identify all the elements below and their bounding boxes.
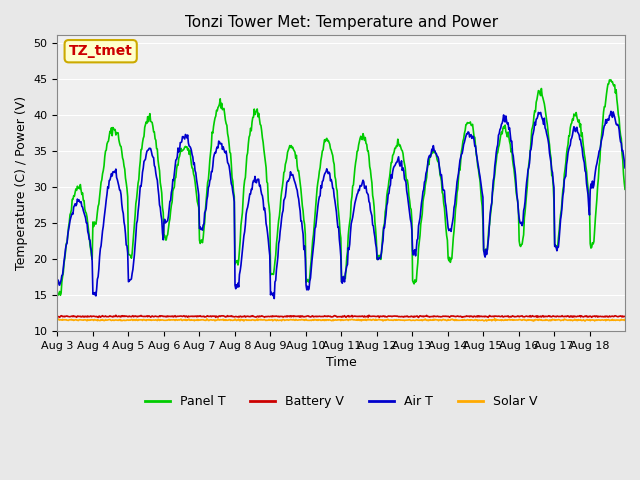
Panel T <box>225 141 233 147</box>
Panel T <box>607 77 615 83</box>
Solar V <box>120 317 128 323</box>
Panel T <box>433 153 440 158</box>
Line: Battery V: Battery V <box>58 315 625 317</box>
Battery V <box>121 313 129 319</box>
Line: Air T: Air T <box>58 111 625 299</box>
Air T <box>225 161 232 167</box>
Air T <box>270 296 278 301</box>
Battery V <box>275 313 282 319</box>
Air T <box>253 180 260 186</box>
Battery V <box>225 313 233 319</box>
Panel T <box>275 217 282 223</box>
Battery V <box>401 313 408 319</box>
Line: Panel T: Panel T <box>58 80 625 295</box>
Air T <box>275 241 282 247</box>
Battery V <box>112 312 120 318</box>
Battery V <box>54 313 61 319</box>
Solar V <box>274 317 282 323</box>
Panel T <box>621 186 629 192</box>
Panel T <box>253 106 261 112</box>
Panel T <box>54 291 61 297</box>
X-axis label: Time: Time <box>326 356 356 369</box>
Air T <box>607 108 615 114</box>
Text: TZ_tmet: TZ_tmet <box>68 44 132 58</box>
Solar V <box>253 317 260 323</box>
Air T <box>54 282 61 288</box>
Air T <box>120 219 128 225</box>
Air T <box>401 176 408 182</box>
Air T <box>433 151 440 156</box>
Battery V <box>415 314 422 320</box>
Solar V <box>225 317 232 323</box>
Solar V <box>491 316 499 322</box>
Legend: Panel T, Battery V, Air T, Solar V: Panel T, Battery V, Air T, Solar V <box>140 390 543 413</box>
Battery V <box>621 313 629 319</box>
Solar V <box>400 317 408 323</box>
Y-axis label: Temperature (C) / Power (V): Temperature (C) / Power (V) <box>15 96 28 270</box>
Air T <box>621 165 629 171</box>
Solar V <box>621 316 629 322</box>
Panel T <box>56 292 64 298</box>
Title: Tonzi Tower Met: Temperature and Power: Tonzi Tower Met: Temperature and Power <box>184 15 498 30</box>
Solar V <box>529 318 537 324</box>
Battery V <box>433 313 441 319</box>
Battery V <box>253 313 261 319</box>
Panel T <box>121 166 129 172</box>
Solar V <box>54 316 61 322</box>
Line: Solar V: Solar V <box>58 319 625 321</box>
Solar V <box>432 317 440 323</box>
Panel T <box>401 161 408 167</box>
